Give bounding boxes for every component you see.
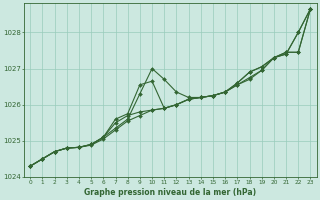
X-axis label: Graphe pression niveau de la mer (hPa): Graphe pression niveau de la mer (hPa) xyxy=(84,188,256,197)
